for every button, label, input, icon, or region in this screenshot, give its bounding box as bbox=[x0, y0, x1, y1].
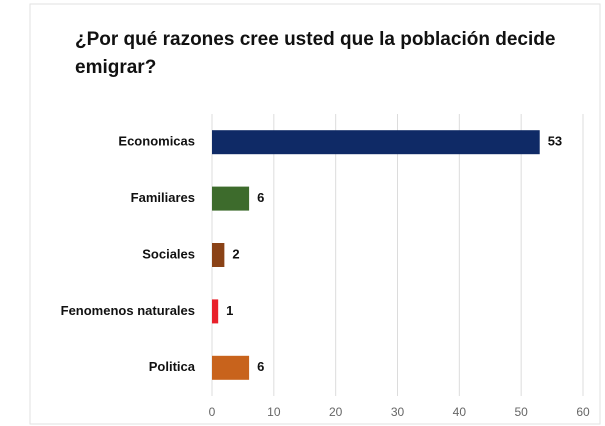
x-tick-label: 40 bbox=[453, 405, 467, 419]
value-label: 6 bbox=[257, 359, 264, 374]
x-tick-label: 0 bbox=[209, 405, 216, 419]
x-tick-label: 30 bbox=[391, 405, 405, 419]
value-label: 53 bbox=[548, 134, 562, 149]
value-label: 2 bbox=[232, 246, 239, 261]
bar bbox=[212, 130, 540, 155]
y-tick-label: Sociales bbox=[142, 246, 195, 261]
value-label: 6 bbox=[257, 190, 264, 205]
y-tick-label: Familiares bbox=[131, 190, 195, 205]
bar bbox=[212, 243, 225, 267]
x-tick-label: 10 bbox=[267, 405, 281, 419]
bar bbox=[212, 299, 219, 324]
bar bbox=[212, 355, 250, 380]
y-tick-label: Fenomenos naturales bbox=[61, 303, 195, 318]
value-label: 1 bbox=[226, 303, 233, 318]
y-tick-label: Politica bbox=[149, 359, 196, 374]
y-tick-label: Economicas bbox=[118, 134, 195, 149]
x-tick-label: 60 bbox=[576, 405, 590, 419]
bar bbox=[212, 186, 250, 211]
panel bbox=[29, 3, 601, 425]
x-tick-label: 50 bbox=[514, 405, 528, 419]
chart-title: ¿Por qué razones cree usted que la pobla… bbox=[75, 29, 556, 78]
x-tick-label: 20 bbox=[329, 405, 343, 419]
